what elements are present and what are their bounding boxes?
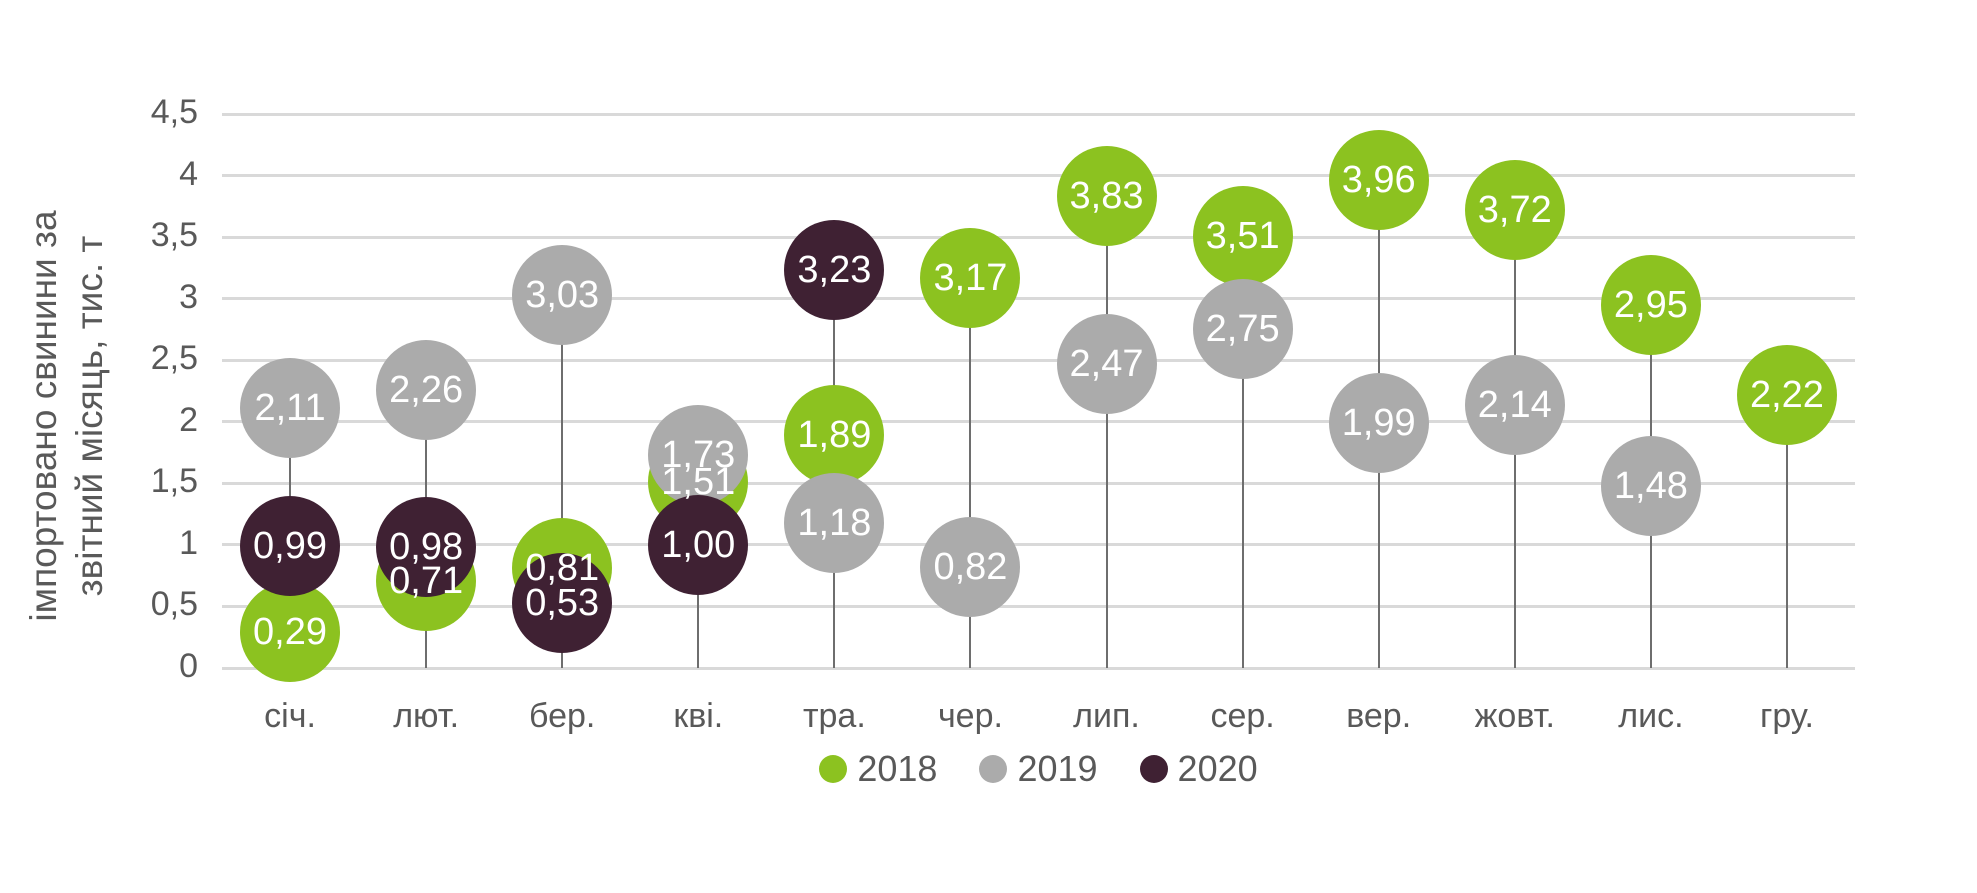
y-tick-label: 0,5 xyxy=(150,585,198,624)
y-tick-label: 0 xyxy=(179,647,198,685)
x-tick-label-2: лют. xyxy=(393,697,460,735)
x-tick-label-6: чер. xyxy=(937,697,1003,735)
stem-2019-жовт. xyxy=(1513,404,1516,668)
data-point-2019-лип. xyxy=(1056,313,1157,414)
data-point-2018-жовт. xyxy=(1464,160,1565,261)
gridline-2 xyxy=(222,420,1855,424)
y-tick-label: 1 xyxy=(179,523,198,562)
data-point-2018-тра. xyxy=(784,385,885,486)
stem-2019-бер. xyxy=(561,294,564,668)
gridline-2,5 xyxy=(222,358,1855,362)
data-point-2018-лип. xyxy=(1056,146,1157,247)
data-point-2019-лют. xyxy=(376,339,477,440)
gridline-0,5 xyxy=(222,604,1855,608)
legend-swatch-2018-icon xyxy=(819,755,848,783)
legend-label-2019: 2019 xyxy=(1017,748,1098,789)
x-tick-label-5: тра. xyxy=(802,697,866,735)
data-point-2018-чер. xyxy=(920,227,1021,328)
y-tick-label: 4 xyxy=(179,154,198,193)
data-point-2020-кві. xyxy=(648,494,749,595)
gridline-4 xyxy=(222,174,1855,178)
data-point-2019-жовт. xyxy=(1464,354,1565,455)
stem-2019-лип. xyxy=(1105,363,1108,668)
stem-2019-чер. xyxy=(969,567,972,668)
data-point-2020-тра. xyxy=(784,220,885,321)
y-tick-label: 4,5 xyxy=(150,93,198,131)
y-tick-label: 2,5 xyxy=(150,339,198,378)
gridline-4,5 xyxy=(222,112,1855,116)
data-point-2019-сер. xyxy=(1192,279,1293,380)
data-point-2018-вер. xyxy=(1328,130,1429,231)
legend-swatch-2019-icon xyxy=(979,755,1008,783)
legend-item-2018: 2018 xyxy=(819,748,937,790)
data-point-2019-вер. xyxy=(1328,373,1429,473)
x-tick-label-1: січ. xyxy=(264,697,316,735)
x-tick-label-4: кві. xyxy=(673,697,724,735)
data-point-2019-бер. xyxy=(512,244,613,345)
x-tick-label-9: вер. xyxy=(1346,697,1412,735)
gridline-3 xyxy=(222,297,1855,301)
stem-2018-гру. xyxy=(1785,394,1788,668)
y-tick-label: 3 xyxy=(179,277,198,316)
legend-item-2020: 2020 xyxy=(1139,748,1258,790)
legend-swatch-2020-icon xyxy=(1139,755,1168,783)
stem-2020-кві. xyxy=(697,544,700,668)
legend-label-2018: 2018 xyxy=(857,748,938,789)
stem-2019-лис. xyxy=(1649,485,1652,668)
data-point-2020-лют. xyxy=(376,497,477,598)
legend-label-2020: 2020 xyxy=(1177,748,1258,789)
data-point-2018-гру. xyxy=(1736,344,1837,445)
chart-legend: 2018 2019 2020 xyxy=(222,748,1855,790)
x-tick-label-12: гру. xyxy=(1759,697,1814,735)
data-point-2020-бер. xyxy=(512,552,613,653)
stem-2019-вер. xyxy=(1377,423,1380,668)
data-point-2020-січ. xyxy=(240,496,341,597)
x-tick-label-3: бер. xyxy=(529,697,596,735)
gridline-1 xyxy=(222,543,1855,547)
legend-item-2019: 2019 xyxy=(979,748,1098,790)
data-point-2019-кві. xyxy=(648,405,749,506)
data-point-2019-тра. xyxy=(784,472,885,573)
x-tick-label-10: жовт. xyxy=(1474,697,1555,735)
data-point-2018-січ. xyxy=(240,582,341,683)
gridline-1,5 xyxy=(222,481,1855,485)
data-point-2019-січ. xyxy=(240,358,341,459)
data-point-2018-лис. xyxy=(1600,254,1701,355)
x-tick-label-11: лис. xyxy=(1618,697,1684,735)
data-point-2019-чер. xyxy=(920,517,1021,618)
gridline-0 xyxy=(222,666,1855,670)
stem-2018-чер. xyxy=(969,277,972,668)
y-tick-label: 2 xyxy=(179,400,198,439)
x-tick-label-7: лип. xyxy=(1073,697,1140,735)
y-axis-title-line1: імпортовано свинини за xyxy=(23,210,64,622)
x-tick-label-8: сер. xyxy=(1210,697,1275,735)
y-tick-label: 3,5 xyxy=(150,216,198,255)
y-tick-label: 1,5 xyxy=(150,462,198,501)
data-point-2018-сер. xyxy=(1192,185,1293,286)
gridline-3,5 xyxy=(222,235,1855,239)
stem-2019-сер. xyxy=(1241,329,1244,668)
data-point-2019-лис. xyxy=(1600,435,1701,536)
